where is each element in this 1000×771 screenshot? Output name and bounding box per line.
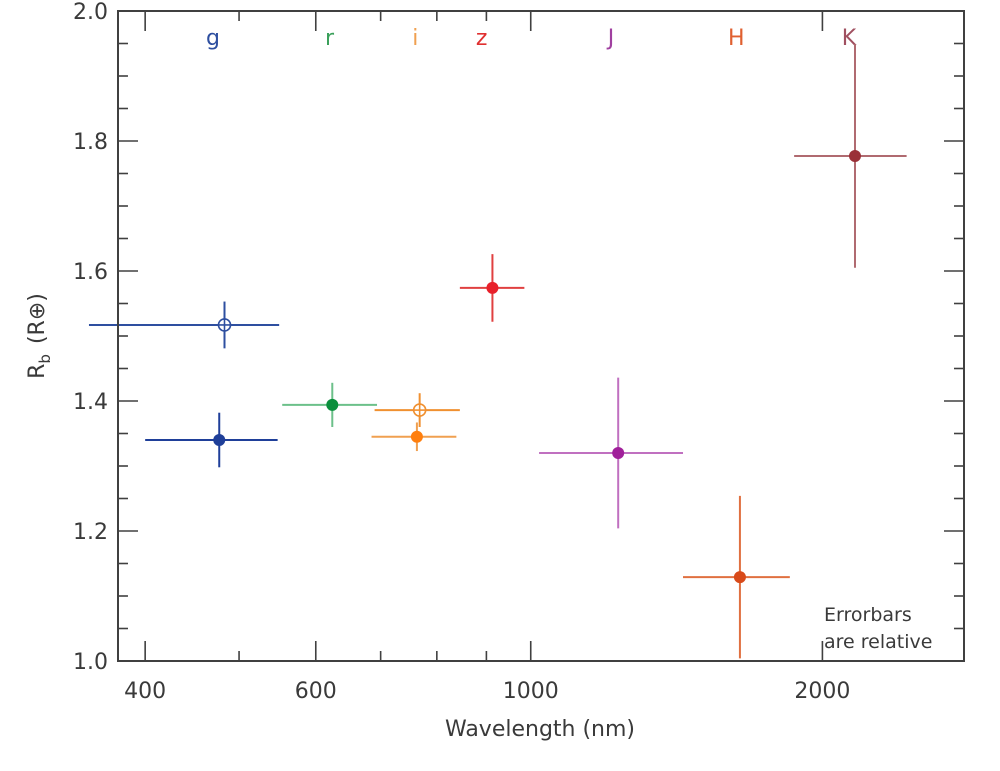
x-tick-label: 1000 [503,679,559,704]
x-tick-label: 2000 [794,679,850,704]
data-point-H [683,495,790,659]
data-point-i-open [374,393,460,427]
y-axis-title: Rb (R⊕) [25,293,54,379]
y-tick-label: 1.6 [73,260,108,285]
tick-labels: 400 600 1000 2000 1.0 1.2 1.4 1.6 1.8 2.0 [73,0,850,704]
filled-marker [410,430,423,443]
filled-marker [733,571,746,584]
errorbar-note-line-1: Errorbars [824,604,912,626]
x-axis-title: Wavelength (nm) [445,717,635,742]
y-tick-label: 1.4 [73,390,108,415]
data-point-K [794,44,907,268]
y-tick-label: 1.2 [73,520,108,545]
filled-marker [486,281,499,294]
x-tick-label: 400 [124,679,166,704]
filled-marker [612,447,625,459]
y-axis-title-main: R [25,364,50,379]
data-point-J [539,377,684,529]
data-point-g-open [88,301,280,349]
band-label-r: r [325,26,335,51]
data-point-i [371,422,457,452]
band-label-i: i [412,26,418,51]
svg-text:Rb(R⊕): Rb (R⊕) [25,293,54,379]
band-label-H: H [728,26,745,51]
errorbar-note-line-2: are relative [824,631,932,653]
band-label-J: J [606,26,615,51]
y-tick-label: 1.8 [73,130,108,155]
filled-marker [848,149,861,162]
band-label-g: g [206,26,220,51]
plot-frame [117,10,965,662]
data-points [88,44,907,659]
y-axis-title-unit: (R⊕) [25,293,50,344]
band-label-K: K [842,26,857,51]
y-axis-title-sub: b [36,354,54,364]
axis-ticks [118,10,964,662]
data-point-z [459,254,525,322]
filled-marker [213,434,226,446]
y-tick-label: 2.0 [73,0,108,25]
band-label-z: z [476,26,488,51]
filled-marker [326,398,339,411]
data-point-g [145,412,278,468]
data-point-r [282,382,378,427]
y-tick-label: 1.0 [73,650,108,675]
x-tick-label: 600 [295,679,337,704]
